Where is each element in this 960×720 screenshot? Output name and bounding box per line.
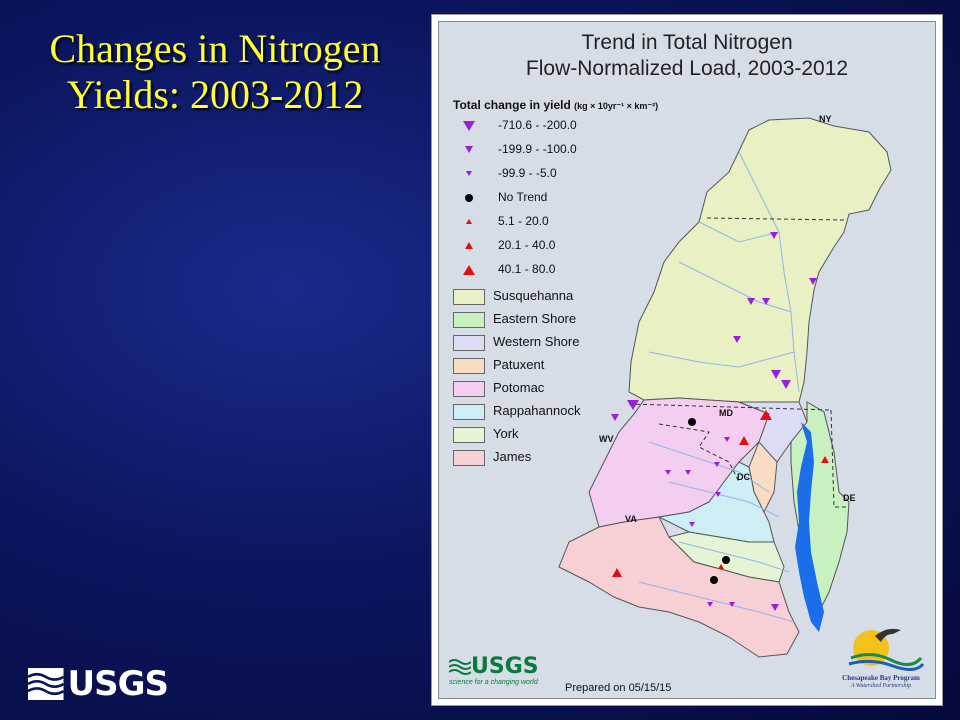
trend-marker: [685, 470, 691, 475]
trend-marker: [781, 380, 791, 389]
prepared-date: Prepared on 05/15/15: [565, 682, 672, 694]
basin-swatch: [453, 335, 485, 351]
basin-swatch: [453, 358, 485, 374]
basin-swatch: [453, 404, 485, 420]
legend-units: (kg × 10yr⁻¹ × km⁻²): [574, 101, 659, 111]
watershed-map: [558, 117, 892, 658]
state-label-md: MD: [719, 408, 733, 418]
trend-marker: [722, 556, 730, 564]
trend-markers: [611, 232, 829, 611]
map-title: Trend in Total Nitrogen Flow-Normalized …: [439, 30, 935, 82]
state-borders: [628, 217, 849, 508]
trend-marker: [715, 492, 721, 497]
state-label-va: VA: [625, 514, 637, 524]
medium-down-triangle-icon: [465, 146, 473, 153]
basin-james: [558, 516, 800, 658]
trend-marker: [733, 336, 741, 343]
trend-marker: [762, 298, 770, 305]
state-label-ny: NY: [819, 114, 832, 124]
usgs-wave-icon: [28, 668, 64, 700]
chesapeake-bay-program-logo: Chesapeake Bay Program A Watershed Partn…: [831, 622, 931, 696]
trend-marker: [770, 232, 778, 239]
state-label-wv: WV: [599, 434, 614, 444]
basin-swatch: [453, 381, 485, 397]
medium-up-triangle-icon: [465, 242, 473, 249]
basin-swatch: [453, 450, 485, 466]
basin-susquehanna: [628, 117, 892, 403]
usgs-wave-icon: [449, 658, 471, 675]
heron-sun-icon: [848, 628, 925, 671]
trend-marker: [760, 410, 772, 420]
basin-swatch: [453, 427, 485, 443]
trend-marker: [821, 456, 829, 463]
trend-marker: [688, 418, 696, 426]
slide-title: Changes in Nitrogen Yields: 2003-2012: [10, 26, 420, 118]
trend-marker: [665, 470, 671, 475]
basin-swatch: [453, 312, 485, 328]
trend-marker: [612, 568, 622, 577]
trend-marker: [718, 564, 724, 569]
large-down-triangle-icon: [463, 121, 475, 131]
map-title-line2: Flow-Normalized Load, 2003-2012: [525, 57, 849, 80]
trend-marker: [707, 602, 713, 607]
chesapeake-bay-water: [795, 422, 824, 632]
legend-title: Total change in yield (kg × 10yr⁻¹ × km⁻…: [453, 98, 658, 112]
usgs-slide-logo-text: USGS: [67, 664, 169, 704]
trend-marker: [729, 602, 735, 607]
small-up-triangle-icon: [466, 219, 472, 224]
trend-marker: [689, 522, 695, 527]
trend-marker: [611, 414, 619, 421]
trend-marker: [771, 370, 781, 379]
trend-marker: [809, 278, 817, 285]
trend-marker: [724, 437, 730, 442]
map-figure: Trend in Total Nitrogen Flow-Normalized …: [438, 21, 936, 699]
trend-marker: [739, 436, 749, 445]
river-network: [638, 151, 800, 623]
trend-marker: [710, 576, 718, 584]
map-panel: Trend in Total Nitrogen Flow-Normalized …: [431, 14, 943, 706]
partner-name: Chesapeake Bay Program: [842, 674, 920, 682]
slide-title-line1: Changes in Nitrogen: [49, 26, 381, 71]
map-title-line1: Trend in Total Nitrogen: [581, 31, 793, 54]
usgs-map-logo: USGS science for a changing world: [449, 654, 549, 698]
usgs-map-logo-tagline: science for a changing world: [449, 679, 538, 686]
usgs-map-logo-text: USGS: [471, 654, 539, 679]
trend-marker: [714, 462, 720, 467]
partner-tagline: A Watershed Partnership: [850, 683, 912, 689]
small-down-triangle-icon: [466, 171, 472, 176]
trend-marker: [771, 604, 779, 611]
basin-swatch: [453, 289, 485, 305]
state-label-dc: DC: [737, 472, 750, 482]
slide-title-line2: Yields: 2003-2012: [66, 72, 364, 117]
usgs-slide-logo: USGS: [28, 662, 169, 706]
trend-marker: [747, 298, 755, 305]
state-label-de: DE: [843, 493, 856, 503]
trend-marker: [627, 400, 639, 410]
legend-title-text: Total change in yield: [453, 98, 571, 112]
black-circle-icon: [465, 194, 473, 202]
large-up-triangle-icon: [463, 265, 475, 275]
